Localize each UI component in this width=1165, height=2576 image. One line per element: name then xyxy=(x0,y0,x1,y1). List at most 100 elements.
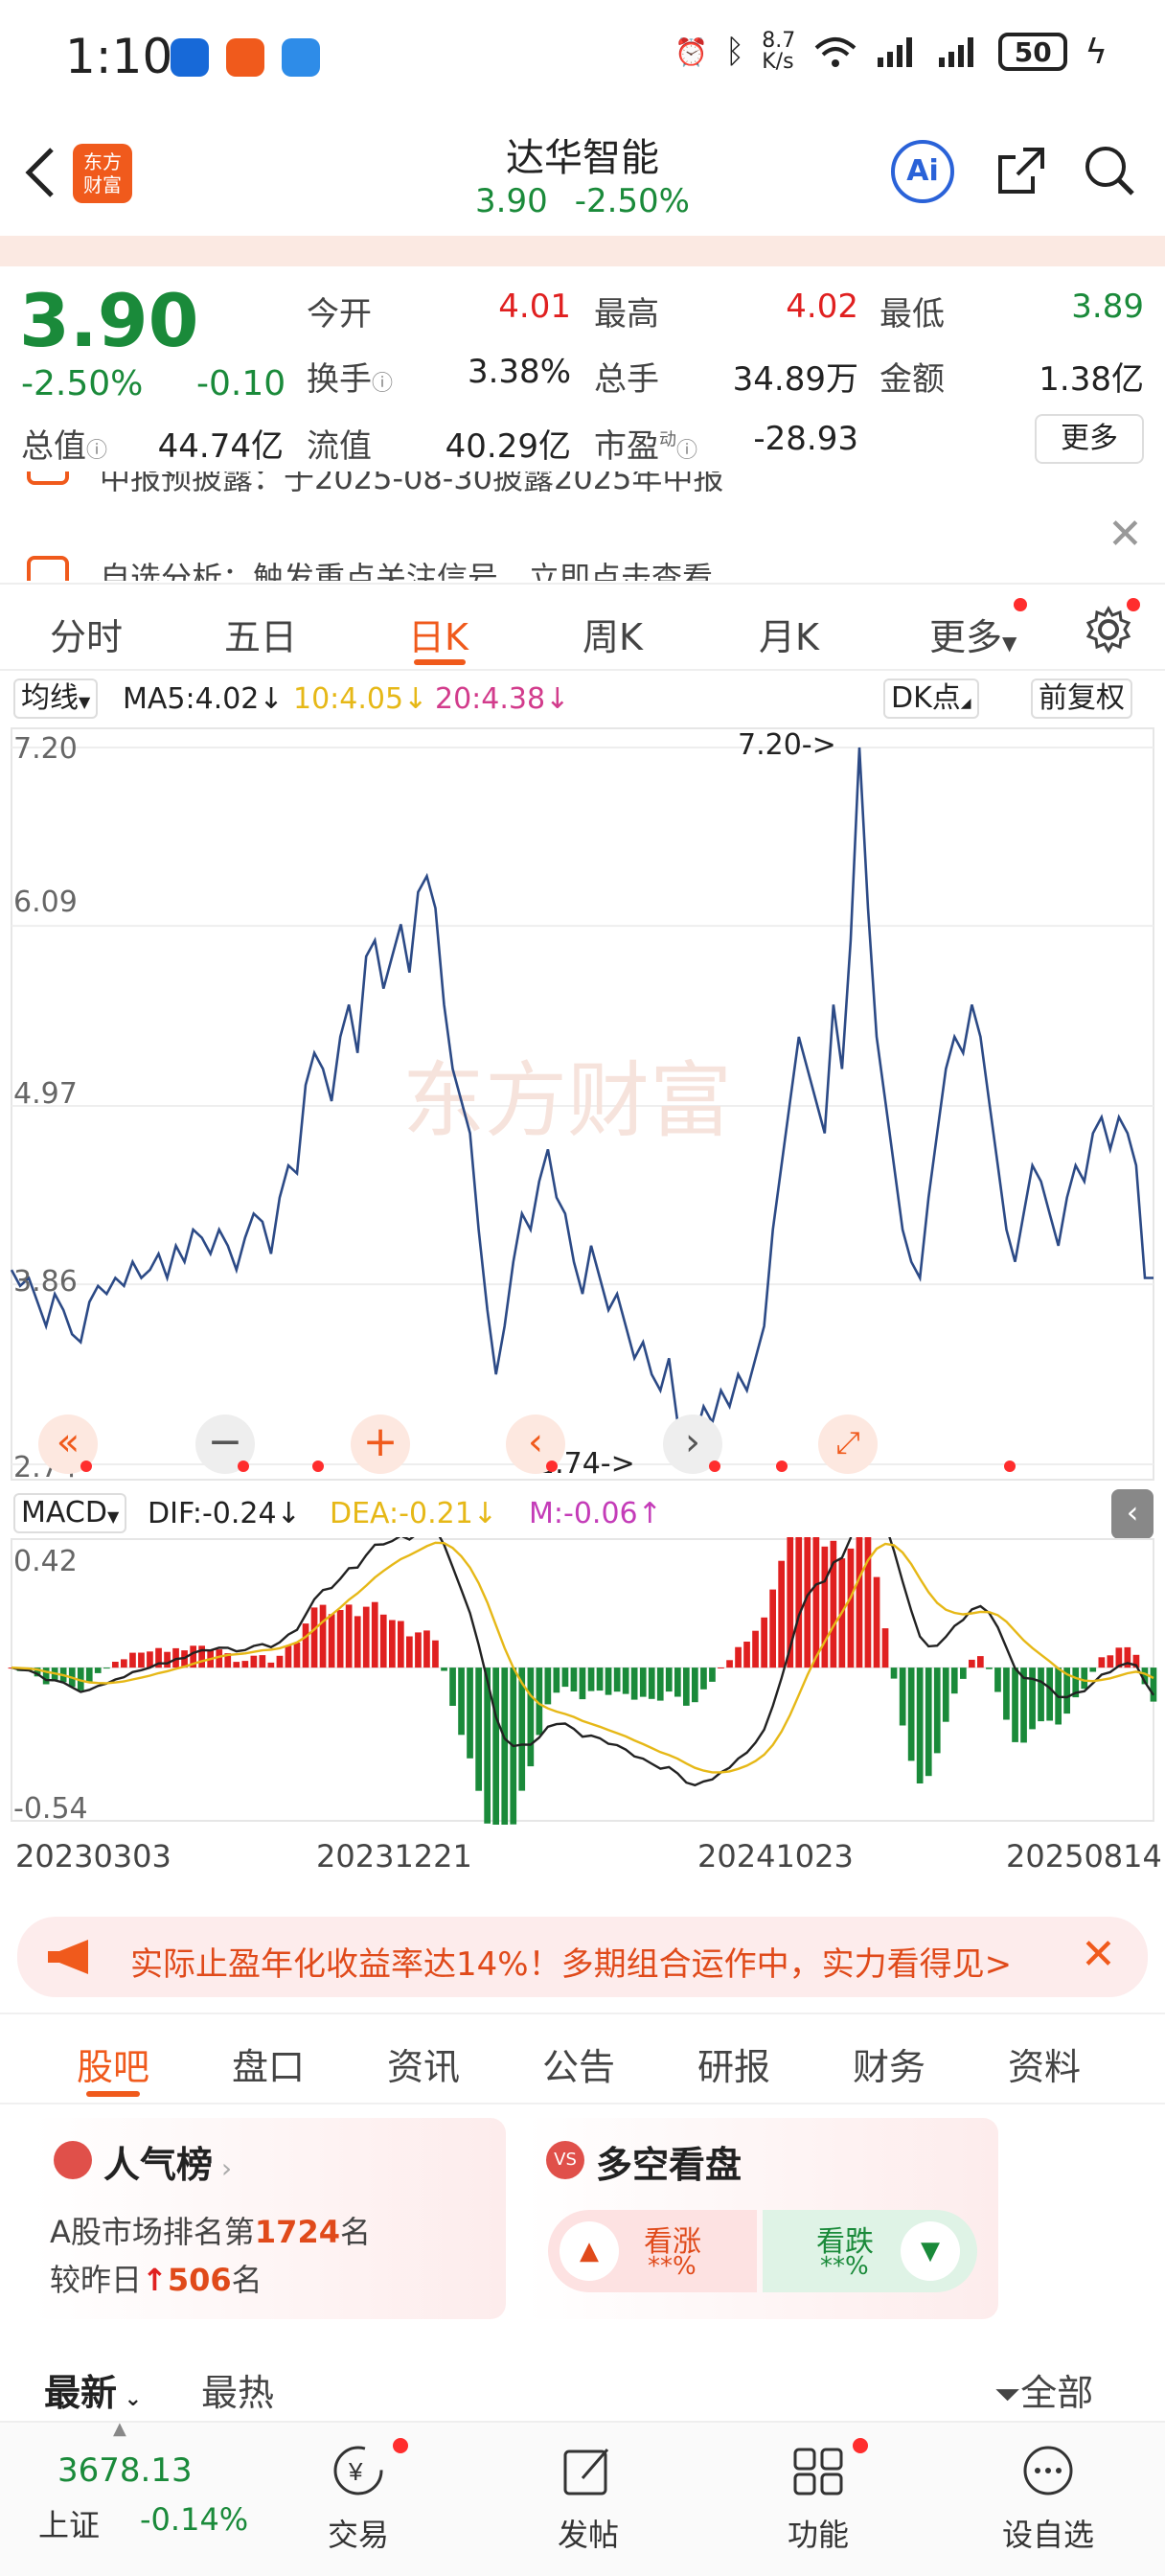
m-value: M:-0.06↑ xyxy=(529,1497,662,1530)
macd-bar xyxy=(587,1668,595,1691)
tab-order-book[interactable]: 盘口 xyxy=(232,2046,306,2088)
app-notification-icon xyxy=(171,38,209,77)
macd-chart[interactable]: 0.42 -0.54 xyxy=(0,1488,1165,1852)
index-change[interactable]: -0.14% xyxy=(140,2501,249,2538)
index-name[interactable]: 上证 xyxy=(38,2507,101,2543)
macd-bar xyxy=(553,1668,560,1693)
macd-bar xyxy=(362,1606,370,1668)
dk-point-button[interactable]: DK点◢ xyxy=(883,678,979,719)
macd-bar xyxy=(812,1522,820,1668)
pe-label[interactable]: 市盈动ⓘ xyxy=(594,420,697,467)
high-marker: 7.20-> xyxy=(738,728,836,762)
market-cap-label[interactable]: 总值ⓘ xyxy=(21,420,107,467)
macd-bar xyxy=(1107,1655,1114,1668)
promo-banner[interactable]: 实际止盈年化收益率达14%！多期组合运作中，实力看得见> ✕ xyxy=(17,1917,1148,1997)
collapse-panel-button[interactable]: ‹ xyxy=(1111,1489,1154,1539)
vote-up-button[interactable]: ▲ 看涨 **% xyxy=(548,2210,757,2292)
macd-bar xyxy=(467,1668,473,1759)
fullscreen-icon[interactable]: ⤢ xyxy=(818,1414,878,1474)
price-chart[interactable]: 东方财富 7.20 6.09 4.97 3.86 2.74 7.20-> 2.7… xyxy=(0,726,1165,1484)
macd-bar xyxy=(916,1668,924,1783)
eastmoney-logo[interactable]: 东方 财富 xyxy=(73,144,132,203)
change-percent: -2.50% xyxy=(21,364,144,403)
tab-monthly-k[interactable]: 月K xyxy=(759,616,819,658)
turnover-label[interactable]: 换手ⓘ xyxy=(307,353,393,400)
tab-guba[interactable]: 股吧 xyxy=(77,2046,150,2088)
macd-bar xyxy=(224,1653,232,1668)
battery-indicator: 50 xyxy=(998,33,1068,71)
content-tabs: 股吧 盘口 资讯 公告 研报 财务 资料 xyxy=(0,2012,1165,2104)
macd-bar xyxy=(847,1548,855,1668)
macd-axis-bottom: -0.54 xyxy=(13,1792,88,1826)
macd-bar xyxy=(42,1668,50,1685)
trade-icon: ¥ xyxy=(333,2446,383,2496)
filter-all[interactable]: ⏷全部 xyxy=(994,2363,1093,2416)
macd-selector-label: MACD xyxy=(21,1496,107,1530)
tab-finance[interactable]: 财务 xyxy=(853,2046,926,2088)
tab-daily-k[interactable]: 日K xyxy=(408,616,468,658)
ranking-icon xyxy=(54,2141,92,2179)
signal-dot xyxy=(80,1460,92,1472)
macd-bar xyxy=(994,1668,1001,1692)
tab-intraday[interactable]: 分时 xyxy=(50,616,124,658)
bull-bear-card[interactable]: VS 多空看盘 ▲ 看涨 **% 看跌 **% ▼ xyxy=(525,2118,998,2319)
ma-selector[interactable]: 均线▼ xyxy=(13,678,99,719)
macd-bar xyxy=(873,1576,880,1668)
macd-bar xyxy=(648,1668,655,1699)
macd-selector[interactable]: MACD▼ xyxy=(13,1493,127,1533)
settings-gear-icon[interactable] xyxy=(1085,606,1132,654)
y-tick-label: 3.86 xyxy=(13,1265,78,1299)
triangle-up-icon: ▲ xyxy=(113,2419,126,2439)
rank-value: 1724 xyxy=(254,2214,340,2250)
logo-text: 财富 xyxy=(83,173,122,196)
macd-bar xyxy=(881,1628,889,1668)
dif-value: DIF:-0.24↓ xyxy=(148,1497,301,1530)
macd-bar xyxy=(761,1617,767,1668)
zoom-in-button[interactable]: + xyxy=(351,1414,410,1474)
scroll-left-fast-button[interactable]: « xyxy=(38,1414,98,1474)
dea-value: DEA:-0.21↓ xyxy=(330,1497,497,1530)
sort-latest[interactable]: 最新 ⌄ xyxy=(44,2363,142,2416)
macd-bar xyxy=(336,1610,344,1668)
post-filter-row: 最新 ⌄ 最热 ⏷全部 xyxy=(0,2358,1165,2421)
macd-bar xyxy=(1124,1646,1131,1668)
adjust-mode-button[interactable]: 前复权 xyxy=(1031,678,1132,719)
open-value: 4.01 xyxy=(498,288,571,326)
more-quote-button[interactable]: 更多 xyxy=(1035,414,1144,464)
ai-button[interactable]: Ai xyxy=(891,140,954,203)
active-tab-indicator xyxy=(86,2091,140,2097)
price-chart-svg: 东方财富 xyxy=(10,727,1154,1481)
close-icon[interactable]: ✕ xyxy=(1108,510,1143,559)
popularity-card[interactable]: 人气榜 › A股市场排名第1724名 较昨日↑506名 xyxy=(33,2118,506,2319)
tab-news[interactable]: 资讯 xyxy=(387,2046,461,2088)
macd-bar xyxy=(501,1668,509,1849)
notice-banner[interactable]: 中报预披露：于2025-08-30披露2025年中报 xyxy=(0,472,1165,500)
macd-bar xyxy=(709,1668,716,1682)
back-button[interactable] xyxy=(21,144,59,216)
tab-announcements[interactable]: 公告 xyxy=(542,2046,616,2088)
header: 达华智能 3.90 -2.50% 东方 财富 Ai xyxy=(0,115,1165,236)
tab-research[interactable]: 研报 xyxy=(697,2046,771,2088)
vote-down-button[interactable]: 看跌 **% ▼ xyxy=(763,2210,977,2292)
tab-profile[interactable]: 资料 xyxy=(1008,2046,1082,2088)
triangle-up-icon: ▲ xyxy=(560,2221,619,2281)
macd-bar xyxy=(960,1668,967,1679)
edit-icon xyxy=(563,2449,609,2496)
macd-bar xyxy=(986,1668,993,1669)
tab-5day[interactable]: 五日 xyxy=(224,616,298,658)
macd-bar xyxy=(1081,1668,1088,1690)
macd-bar xyxy=(890,1668,898,1679)
macd-bar xyxy=(1089,1668,1097,1672)
tab-more[interactable]: 更多▼ xyxy=(929,608,1017,660)
y-tick-label: 6.09 xyxy=(13,886,78,919)
share-icon[interactable] xyxy=(994,144,1048,197)
rank-prefix: A股市场排名第 xyxy=(50,2214,255,2250)
sort-hot[interactable]: 最热 xyxy=(201,2372,275,2414)
search-icon[interactable] xyxy=(1083,144,1136,197)
close-icon[interactable]: ✕ xyxy=(1081,1930,1116,1979)
index-value[interactable]: 3678.13 xyxy=(57,2451,193,2490)
tab-weekly-k[interactable]: 周K xyxy=(582,616,643,658)
notice-banner[interactable]: 自选分析：触发重点关注信号，立即点击查看 xyxy=(0,548,1165,581)
caret-down-icon: ▼ xyxy=(79,693,91,711)
macd-bar xyxy=(925,1668,932,1777)
